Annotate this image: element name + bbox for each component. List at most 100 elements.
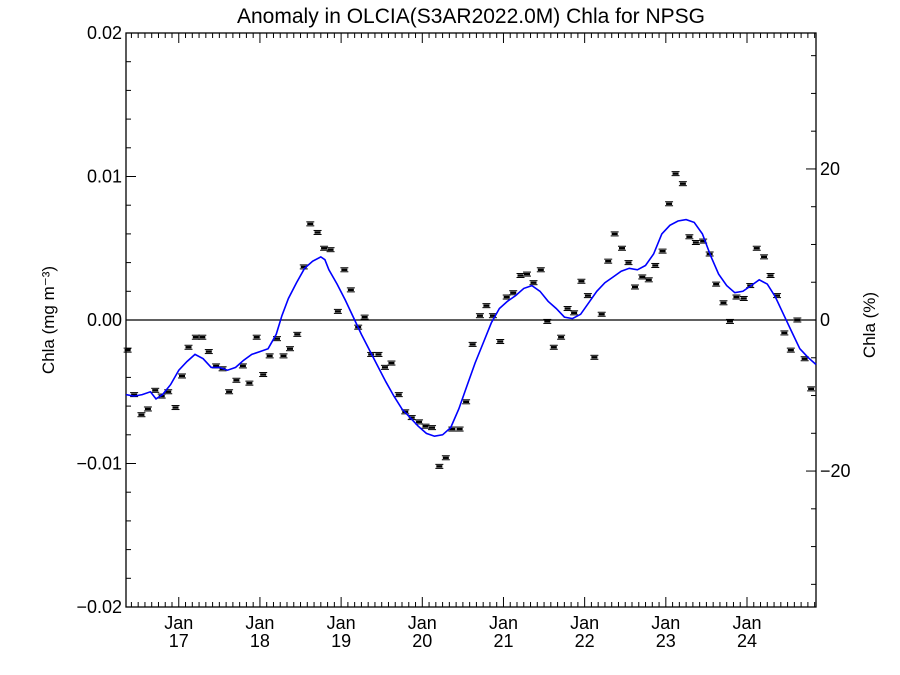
point-marker <box>172 406 179 409</box>
smoothed-series-line <box>125 218 817 438</box>
data-point <box>380 364 389 370</box>
x-tick-label-year: 22 <box>575 631 595 651</box>
point-marker <box>260 373 267 376</box>
point-marker <box>605 259 612 263</box>
data-point <box>610 231 619 237</box>
x-tick-label-month: Jan <box>570 613 599 633</box>
data-point <box>658 248 667 254</box>
data-point <box>441 455 450 461</box>
point-marker <box>138 413 145 416</box>
point-marker <box>152 389 159 392</box>
tick-labels: 0.020.010.00−0.01−0.02200−20Jan17Jan18Ja… <box>76 23 850 651</box>
data-point <box>435 463 444 469</box>
y-tick-label-left: 0.01 <box>87 167 122 187</box>
point-marker <box>185 346 192 349</box>
data-point <box>752 245 761 251</box>
point-marker <box>761 255 768 259</box>
data-point <box>624 260 633 266</box>
data-point <box>265 353 274 359</box>
point-marker <box>808 387 815 391</box>
point-marker <box>801 357 808 360</box>
data-point <box>448 426 457 432</box>
point-marker <box>625 261 632 264</box>
y-tick-label-right: 0 <box>820 310 830 330</box>
point-marker <box>165 390 172 393</box>
data-point <box>671 171 680 177</box>
data-point <box>780 330 789 336</box>
point-marker <box>341 268 348 271</box>
data-point <box>651 262 660 268</box>
point-marker <box>246 381 253 385</box>
point-marker <box>544 320 551 323</box>
point-marker <box>233 379 240 382</box>
data-point <box>685 234 694 240</box>
data-point <box>346 287 355 293</box>
x-tick-label-month: Jan <box>732 613 761 633</box>
point-marker <box>179 374 186 378</box>
point-marker <box>294 333 301 336</box>
point-marker <box>361 315 368 319</box>
point-marker <box>700 239 707 243</box>
point-marker <box>395 393 402 396</box>
point-marker <box>280 354 287 358</box>
point-marker <box>787 348 794 352</box>
x-tick-label-month: Jan <box>489 613 518 633</box>
data-point <box>143 406 152 412</box>
point-marker <box>652 264 659 267</box>
data-point <box>326 247 335 253</box>
data-point <box>617 245 626 251</box>
x-tick-label-year: 17 <box>169 631 189 651</box>
chart-title: Anomaly in OLCIA(S3AR2022.0M) Chla for N… <box>237 5 705 28</box>
point-marker <box>578 280 585 283</box>
point-marker <box>598 313 605 316</box>
point-marker <box>266 354 273 358</box>
data-point <box>428 425 437 431</box>
point-marker <box>618 247 625 250</box>
data-point <box>691 240 700 246</box>
x-tick-label-year: 24 <box>737 631 757 651</box>
point-marker <box>408 416 415 419</box>
y-tick-label-left: 0.02 <box>87 23 122 43</box>
point-marker <box>347 288 354 292</box>
point-marker <box>692 241 699 244</box>
y-tick-label-left: −0.01 <box>76 454 122 474</box>
data-point <box>678 181 687 187</box>
data-point <box>570 310 579 316</box>
data-point <box>644 277 653 283</box>
point-marker <box>686 235 693 238</box>
point-marker <box>679 182 686 185</box>
x-tick-label-month: Jan <box>245 613 274 633</box>
point-marker <box>456 427 463 431</box>
data-point <box>712 281 721 287</box>
point-marker <box>334 310 341 313</box>
x-tick-label-year: 19 <box>331 631 351 651</box>
point-marker <box>273 337 280 340</box>
x-tick-label-year: 21 <box>493 631 513 651</box>
point-marker <box>740 297 747 300</box>
point-marker <box>314 231 321 234</box>
point-marker <box>530 281 537 284</box>
data-point <box>719 300 728 306</box>
data-point <box>630 284 639 290</box>
data-point <box>496 339 505 345</box>
point-marker <box>550 346 557 349</box>
data-point <box>549 344 558 350</box>
point-marker <box>489 314 496 317</box>
point-marker <box>767 274 774 277</box>
point-marker <box>591 356 598 359</box>
data-point <box>475 313 484 319</box>
data-point <box>387 360 396 366</box>
data-point <box>583 293 592 299</box>
data-point <box>306 221 315 227</box>
data-point <box>597 311 606 317</box>
point-marker <box>645 278 652 282</box>
point-marker <box>463 400 470 403</box>
point-marker <box>144 407 151 411</box>
data-point <box>482 303 491 309</box>
point-marker <box>429 426 436 429</box>
data-point <box>178 373 187 379</box>
data-point <box>523 271 532 277</box>
point-marker <box>611 232 618 236</box>
point-marker <box>720 301 727 304</box>
